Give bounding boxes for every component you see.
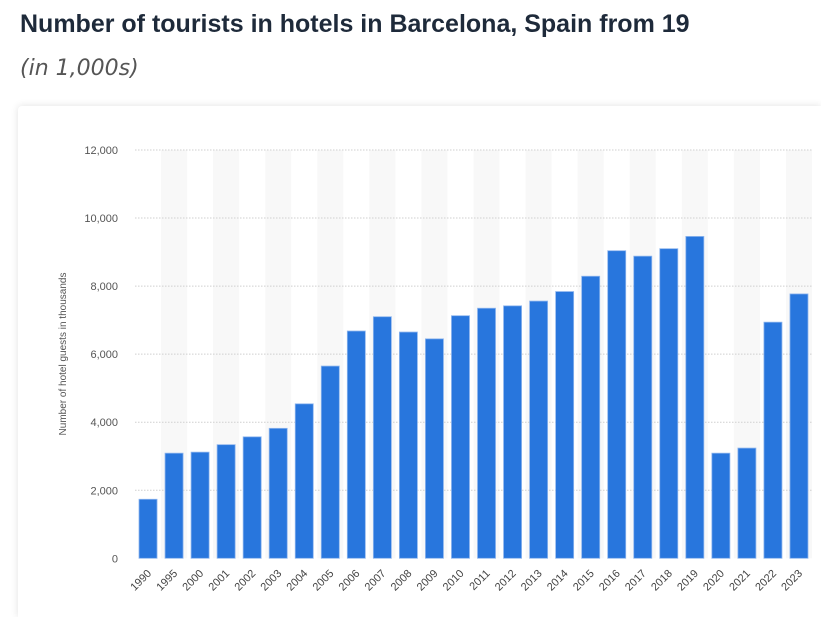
x-tick-label: 2003: [259, 568, 285, 594]
chart-subtitle: (in 1,000s): [20, 56, 139, 81]
bar-1990: [138, 498, 158, 559]
x-tick-label: 2011: [467, 568, 492, 593]
bar-2014: [555, 291, 575, 559]
bar-2005: [320, 365, 340, 559]
x-tick-label: 2023: [779, 568, 805, 594]
y-axis-label: Number of hotel guests in thousands: [58, 273, 69, 436]
x-tick-label: 2012: [493, 568, 519, 594]
bar-2017: [633, 255, 653, 559]
x-tick-label: 2002: [232, 568, 258, 594]
x-tick-label: 2008: [389, 568, 415, 594]
bar-2016: [607, 250, 627, 559]
x-tick-label: 2013: [519, 568, 545, 594]
x-tick-label: 2018: [649, 568, 675, 594]
bars: [138, 236, 809, 559]
bar-1995: [164, 452, 184, 559]
bar-2009: [425, 338, 444, 559]
x-tick-label: 2005: [311, 568, 337, 594]
x-tick-label: 1995: [154, 568, 180, 594]
bar-2012: [503, 305, 522, 559]
bar-2019: [685, 236, 705, 559]
bar-2023: [789, 293, 809, 559]
bar-2020: [711, 452, 731, 559]
y-axis-ticks: 0 2,000 4,000 6,000 8,000 10,000 12,000: [84, 145, 118, 565]
bar-2007: [372, 316, 392, 559]
x-tick-label: 2021: [727, 568, 753, 594]
y-tick-label: 12,000: [84, 145, 118, 157]
bar-2021: [737, 447, 757, 559]
x-tick-label: 2006: [337, 568, 363, 594]
x-tick-label: 2019: [675, 568, 701, 594]
y-tick-label: 8,000: [90, 281, 118, 293]
x-tick-label: 2020: [701, 568, 727, 594]
x-tick-label: 2007: [363, 568, 389, 594]
x-tick-label: 2017: [623, 568, 649, 594]
y-tick-label: 10,000: [84, 213, 118, 225]
bar-2000: [190, 451, 210, 559]
bar-2008: [398, 331, 418, 559]
x-tick-label: 2015: [571, 568, 597, 594]
y-tick-label: 2,000: [90, 485, 118, 497]
x-tick-label: 2004: [285, 568, 311, 594]
bar-2002: [242, 436, 262, 559]
x-tick-label: 2001: [206, 568, 232, 594]
x-tick-label: 2016: [597, 568, 623, 594]
bar-2004: [294, 403, 314, 559]
y-tick-label: 4,000: [90, 417, 118, 429]
x-tick-label: 2009: [415, 568, 441, 594]
bar-2018: [659, 248, 679, 559]
bar-2011: [477, 307, 496, 559]
bar-2010: [451, 315, 470, 559]
bar-2003: [268, 427, 288, 559]
x-tick-label: 2022: [753, 568, 779, 594]
y-tick-label: 6,000: [90, 349, 118, 361]
x-tick-label: 2010: [441, 568, 467, 594]
bar-2006: [346, 330, 366, 559]
x-tick-label: 1990: [128, 568, 154, 594]
bar-2013: [529, 300, 549, 559]
x-tick-label: 2014: [545, 568, 571, 594]
x-tick-label: 2000: [180, 568, 206, 594]
bar-2001: [216, 444, 236, 559]
bar-2022: [763, 321, 783, 559]
bar-2015: [581, 275, 601, 559]
x-axis-ticks: 1990 1995 2000 2001 2002 2003 2004 2005 2006 2007…: [128, 568, 805, 594]
chart-title: Number of tourists in hotels in Barcelon…: [20, 10, 690, 38]
y-tick-label: 0: [112, 553, 118, 565]
